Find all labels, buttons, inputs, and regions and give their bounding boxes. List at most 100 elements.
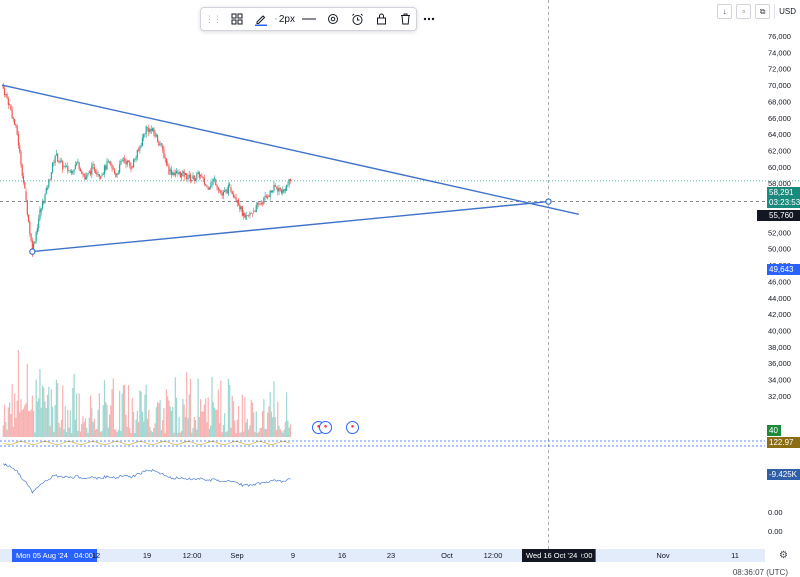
volume-bar	[186, 372, 187, 437]
candle-body	[135, 157, 136, 159]
currency-label[interactable]: USD	[774, 4, 800, 19]
time-axis[interactable]	[0, 549, 765, 562]
volume-bar	[105, 402, 106, 437]
countdown-tag: 03:23:53	[767, 197, 800, 208]
candle-body	[8, 98, 9, 105]
volume-bar	[286, 392, 287, 437]
lock-icon[interactable]	[369, 8, 393, 30]
volume-bar	[77, 431, 78, 437]
restore-icon[interactable]: ⧉	[755, 4, 770, 19]
candle-body	[230, 187, 231, 191]
price-axis[interactable]: 76,00074,00072,00070,00068,00066,00064,0…	[768, 32, 791, 536]
candle-body	[89, 171, 90, 173]
volume-bar	[58, 423, 59, 437]
maximize-icon[interactable]: ▫	[736, 4, 751, 19]
indicator-line	[3, 442, 290, 445]
trendline-handle[interactable]	[30, 249, 35, 254]
settings-gear-icon[interactable]	[321, 8, 345, 30]
volume-bar	[137, 411, 138, 437]
candle-body	[132, 167, 133, 168]
drawings[interactable]	[0, 0, 800, 549]
candle-body	[92, 164, 93, 166]
volume-bar	[171, 411, 172, 437]
candle-body	[171, 170, 172, 175]
price-tick-label: 34,000	[768, 376, 791, 385]
candle-body	[223, 192, 224, 196]
candle-body	[173, 172, 174, 175]
volume-bar	[239, 433, 240, 437]
volume-bar	[74, 374, 75, 437]
scroll-down-icon[interactable]: ↓	[717, 4, 732, 19]
event-flag-icon[interactable]: ●	[346, 421, 359, 434]
time-tick-label: Nov	[656, 549, 669, 562]
trendline-upper[interactable]	[2, 85, 579, 214]
oscillator-line	[3, 464, 290, 493]
volume-bar	[4, 405, 5, 437]
candle-body	[63, 167, 64, 168]
candle-body	[53, 163, 54, 164]
candle-body	[271, 191, 272, 192]
volume-bar	[127, 427, 128, 437]
trendline-lower[interactable]	[32, 202, 548, 252]
volume-bar	[200, 399, 201, 437]
candle-body	[13, 118, 14, 119]
trendline-handle[interactable]	[546, 199, 551, 204]
volume-bar	[163, 408, 164, 437]
more-options-icon[interactable]	[417, 8, 441, 30]
volume-bar	[254, 432, 255, 437]
volume-bar	[271, 412, 272, 437]
volume-bar	[12, 384, 13, 437]
line-color-pencil-icon[interactable]	[249, 8, 273, 30]
volume-bar	[120, 431, 121, 437]
candle-body	[277, 188, 278, 192]
volume-bar	[52, 407, 53, 437]
trash-icon[interactable]	[393, 8, 417, 30]
volume-bar	[282, 433, 283, 437]
volume-bar	[220, 380, 221, 437]
candle-body	[258, 203, 259, 204]
candle-body	[80, 169, 81, 171]
candle-body	[57, 154, 58, 162]
candle-body	[58, 162, 59, 163]
volume-bar	[37, 401, 38, 437]
template-icon[interactable]	[225, 8, 249, 30]
volume-bar	[94, 419, 95, 437]
candle-body	[203, 177, 204, 178]
volume-bar	[258, 432, 259, 437]
volume-bar	[206, 422, 207, 437]
volume-bar	[173, 433, 174, 437]
volume-bar	[266, 429, 267, 437]
chart-settings-icon[interactable]: ⚙	[779, 550, 790, 561]
candle-body	[71, 171, 72, 173]
line-width-button[interactable]: 2px	[273, 8, 297, 30]
candle-body	[56, 154, 57, 155]
event-flag-icon[interactable]: ●	[319, 421, 332, 434]
volume-bar	[238, 406, 239, 437]
candle-body	[175, 173, 176, 175]
candle-body	[130, 166, 131, 170]
line-style-icon[interactable]	[297, 8, 321, 30]
volume-bar	[229, 385, 230, 437]
volume-bar	[201, 412, 202, 437]
candle-body	[55, 156, 56, 163]
alert-clock-icon[interactable]	[345, 8, 369, 30]
volume-bar	[65, 406, 66, 437]
volume-bar	[232, 396, 233, 437]
volume-bar	[273, 381, 274, 437]
candle-body	[51, 172, 52, 179]
indicator-value-tag: 122.97	[767, 437, 800, 448]
drag-handle-icon[interactable]: ⋮⋮	[201, 8, 225, 30]
candle-body	[194, 175, 195, 180]
price-tick-label: 62,000	[768, 147, 791, 156]
candle-body	[268, 196, 269, 197]
volume-bar	[133, 412, 134, 437]
candle-body	[157, 135, 158, 141]
candle-body	[109, 162, 110, 163]
candle-body	[251, 213, 252, 214]
volume-bar	[8, 407, 9, 437]
candle-body	[158, 141, 159, 145]
volume-bar	[68, 428, 69, 437]
volume-bar	[230, 428, 231, 437]
candle-body	[15, 125, 16, 126]
